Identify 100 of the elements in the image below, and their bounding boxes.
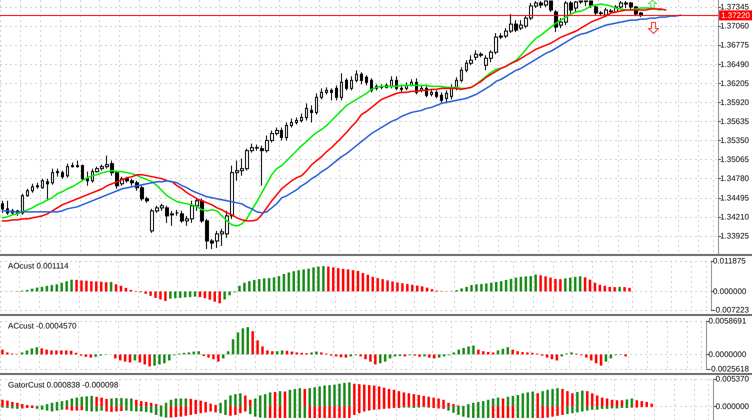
bar [402, 392, 406, 406]
bar [626, 399, 628, 406]
bar [11, 402, 14, 406]
bar [328, 385, 331, 406]
candlestick [61, 170, 64, 180]
candlestick [46, 178, 49, 202]
candlestick [445, 90, 448, 104]
candlestick [320, 88, 323, 100]
bar [411, 284, 414, 292]
bar [214, 406, 217, 412]
bar [550, 354, 554, 360]
bar [343, 406, 346, 418]
candlestick [290, 118, 293, 128]
bar [90, 281, 93, 292]
bar [268, 392, 272, 406]
bar [36, 288, 38, 292]
candlestick [430, 88, 433, 97]
bar [56, 406, 58, 411]
bar [30, 348, 34, 354]
bar [180, 406, 182, 417]
chart-title: AOcust 0.001114 [8, 262, 70, 270]
bar [432, 398, 435, 406]
bar [90, 354, 92, 358]
bar [376, 278, 379, 292]
bar [164, 291, 167, 301]
bar [504, 280, 508, 292]
bar [308, 406, 311, 418]
bar [346, 269, 350, 292]
bar [242, 328, 244, 354]
bar [229, 406, 232, 416]
y-tick-label: 1.37345 [720, 2, 750, 12]
bar [50, 350, 53, 354]
bar [457, 406, 460, 415]
bar [388, 354, 392, 358]
bar [302, 269, 305, 292]
candlestick [21, 193, 24, 216]
bar [457, 350, 460, 354]
bar [307, 268, 310, 292]
bar [438, 354, 440, 358]
bar [496, 350, 500, 354]
bar [164, 406, 168, 418]
bar [369, 354, 372, 362]
bar [40, 286, 44, 292]
bar [546, 406, 549, 418]
bar [30, 288, 34, 292]
y-tick-label: 1.36775 [720, 40, 750, 50]
bar [212, 354, 215, 360]
bar [549, 278, 552, 292]
bar [496, 398, 500, 406]
bar [232, 339, 234, 354]
candlestick [365, 74, 368, 86]
bar [401, 283, 404, 292]
bar [412, 394, 416, 406]
bar [500, 281, 502, 292]
candlestick [435, 90, 438, 99]
bar [406, 284, 409, 292]
candlestick [71, 162, 74, 168]
bar [396, 282, 399, 292]
bar [470, 285, 473, 292]
bar [80, 280, 83, 292]
bar [571, 393, 574, 406]
candlestick [400, 84, 403, 93]
bar [586, 406, 589, 411]
bar [318, 386, 321, 406]
bar [366, 274, 370, 292]
bar [70, 398, 74, 406]
candlestick [460, 66, 463, 83]
bar [282, 274, 286, 292]
bar [604, 286, 606, 292]
bar [348, 382, 351, 406]
bar [490, 282, 493, 292]
candlestick [360, 72, 363, 85]
bar [378, 386, 380, 406]
bar [100, 282, 102, 292]
bar [217, 354, 220, 362]
bar [100, 406, 103, 411]
bar [198, 291, 202, 298]
bar [398, 391, 400, 406]
bar [239, 393, 242, 406]
bar [606, 398, 608, 406]
bar [163, 354, 166, 364]
bar [40, 348, 43, 354]
bar [482, 351, 485, 354]
bar [418, 395, 420, 406]
y-tick-label: 0.011875 [712, 256, 746, 266]
bar [640, 401, 644, 406]
bar [94, 354, 97, 357]
bar [64, 350, 68, 354]
bar [362, 272, 364, 292]
bar [467, 346, 470, 354]
candlestick [1, 200, 4, 214]
bar [315, 352, 318, 354]
bar [214, 291, 216, 302]
bar [80, 396, 84, 406]
bar [485, 284, 488, 292]
bar [586, 391, 589, 406]
candlestick [450, 84, 453, 100]
bar [160, 406, 162, 417]
bar [428, 354, 431, 358]
bar [606, 406, 608, 409]
